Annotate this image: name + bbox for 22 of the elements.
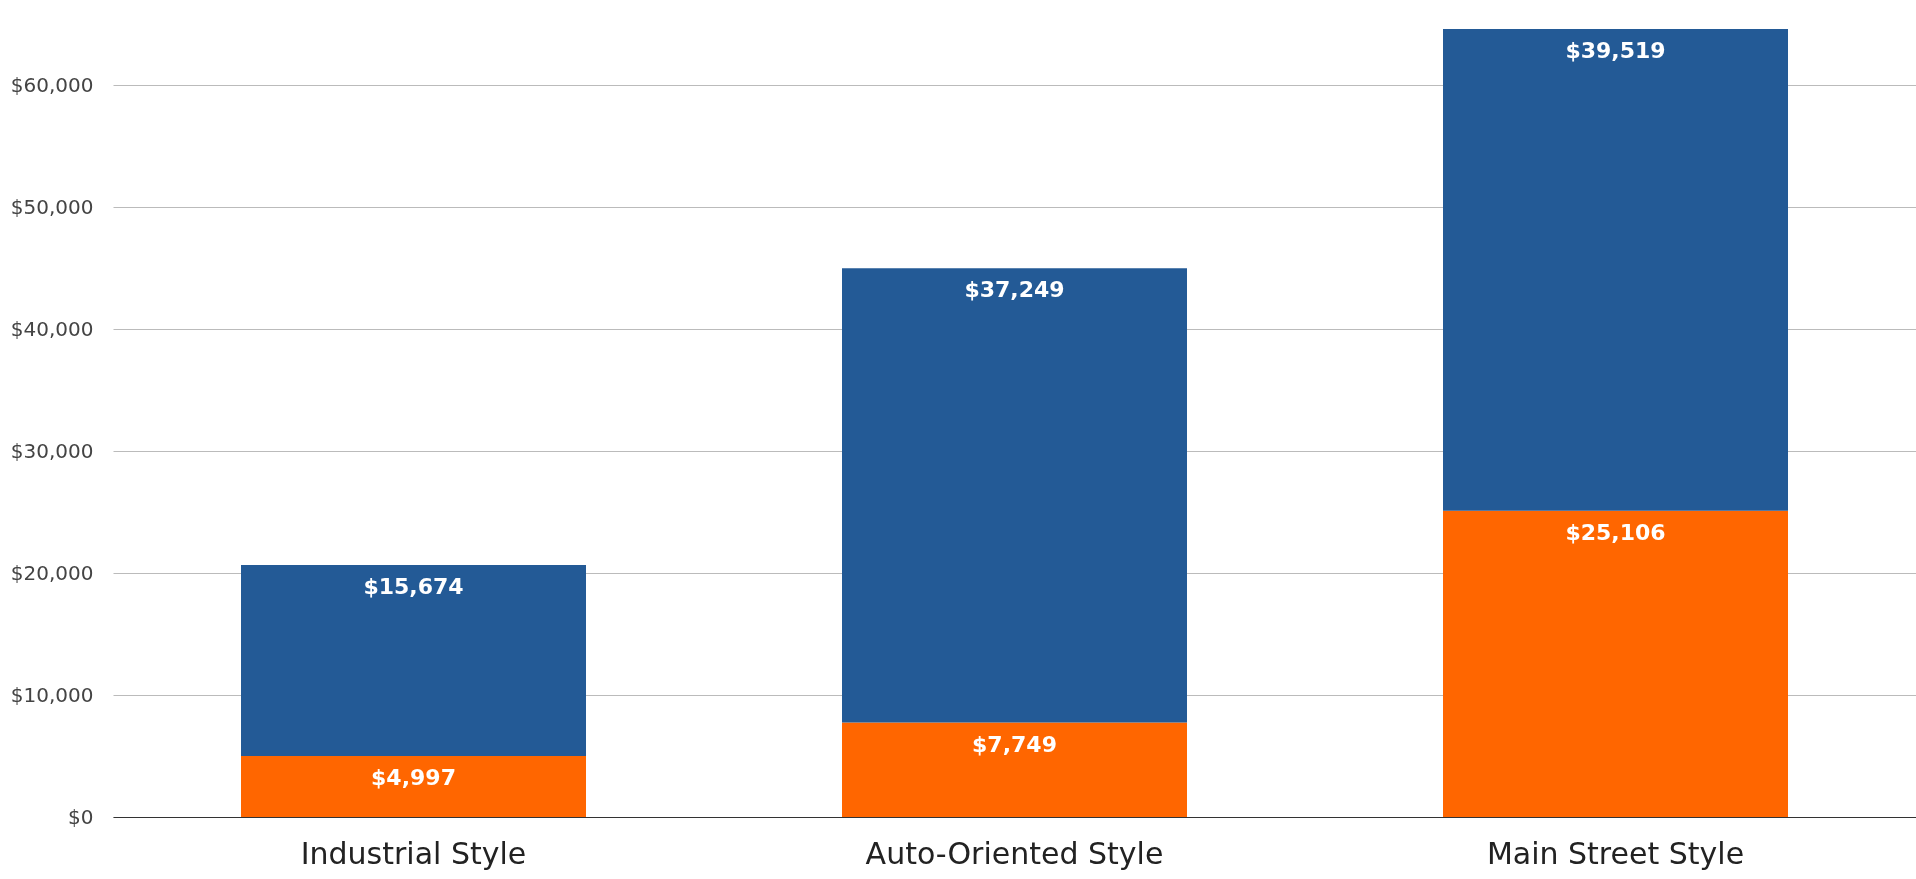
bar — [1443, 28, 1788, 511]
text: $39,519 — [1565, 37, 1666, 63]
y-tick-label: $10,000 — [10, 682, 94, 707]
bar — [842, 722, 1187, 817]
text: $7,749 — [972, 731, 1057, 757]
text: $15,674 — [363, 573, 464, 599]
y-tick-label: $40,000 — [10, 316, 94, 341]
bar — [1443, 510, 1788, 817]
text: $37,249 — [964, 277, 1065, 303]
bar — [241, 564, 586, 757]
bar — [241, 756, 586, 817]
y-tick-label: $50,000 — [10, 194, 94, 219]
y-tick-label: $30,000 — [10, 438, 94, 463]
y-tick-label: $0 — [68, 804, 94, 829]
text: $25,106 — [1565, 519, 1666, 545]
x-tick-label: Auto-Oriented Style — [865, 835, 1164, 871]
x-tick-label: Industrial Style — [300, 835, 527, 871]
x-tick-label: Main Street Style — [1486, 835, 1745, 871]
y-tick-label: $60,000 — [10, 72, 94, 97]
text: $4,997 — [371, 765, 456, 791]
y-tick-label: $20,000 — [10, 560, 94, 585]
bar — [842, 268, 1187, 723]
